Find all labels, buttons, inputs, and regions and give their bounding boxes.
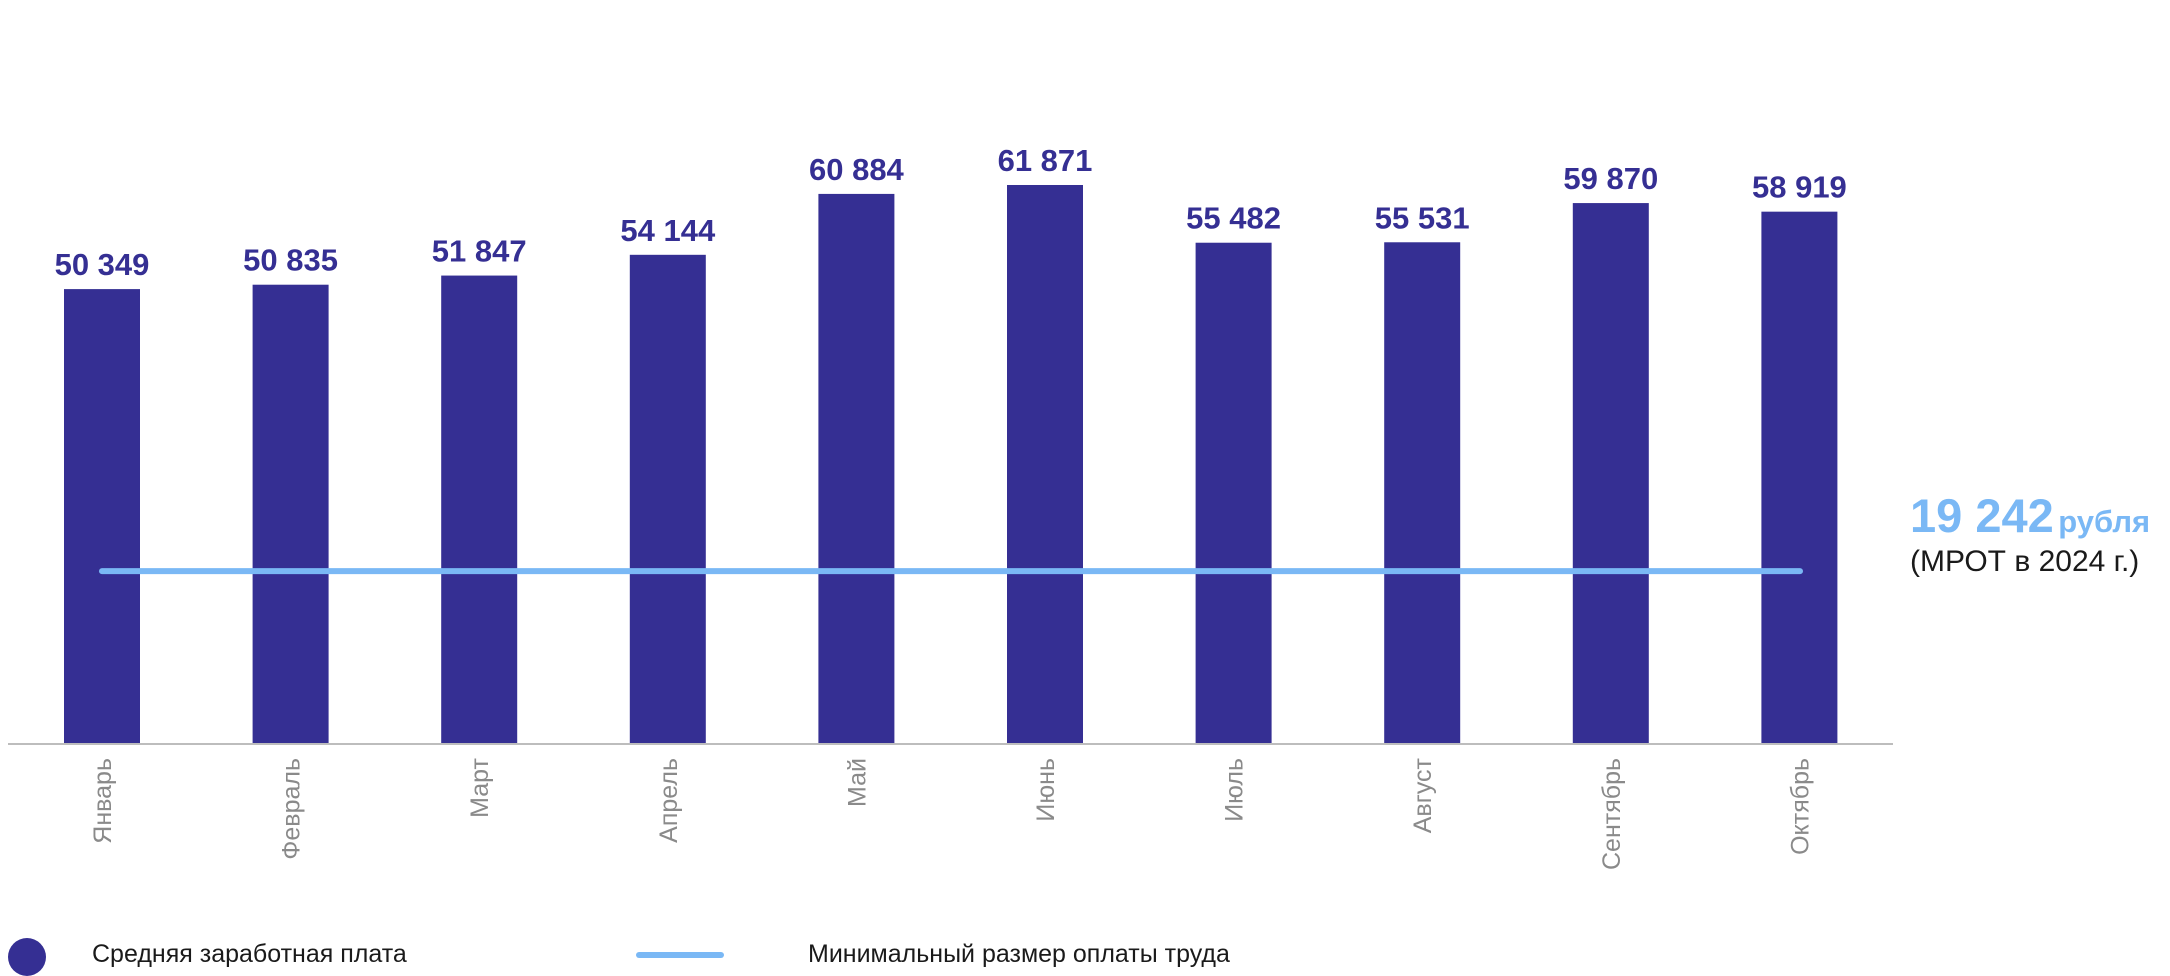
x-tick-label: Апрель [655, 758, 683, 843]
bar-value-label: 51 847 [432, 234, 527, 269]
bar-6 [1007, 184, 1083, 745]
bar-value-label: 50 349 [55, 247, 150, 282]
mrot-caption: (МРОТ в 2024 г.) [1910, 545, 2140, 578]
bar-value-label: 58 919 [1752, 170, 1847, 205]
bar-value-label: 59 870 [1563, 161, 1658, 196]
x-tick-label: Октябрь [1786, 758, 1814, 855]
x-tick-label: Май [843, 758, 871, 807]
bar-value-labels: 50 349 50 835 51 847 54 144 60 884 61 871 55 4… [55, 143, 1847, 282]
mrot-value-line: 19 242 рубля [1910, 488, 2168, 543]
bar-5 [818, 193, 895, 744]
salary-bar-chart: 50 349 50 835 51 847 54 144 60 884 61 871 55 4… [8, 143, 1893, 870]
x-tick-label: Июнь [1032, 758, 1060, 822]
x-tick-labels: Январь Февраль Март Апрель Май Июнь Июль Август… [89, 757, 1814, 870]
bar-10 [1761, 211, 1838, 744]
legend: Средняя заработная плата Минимальный раз… [0, 938, 2170, 976]
x-tick-label: Март [466, 757, 494, 817]
bar-8 [1384, 242, 1461, 745]
legend-mrot-label: Минимальный размер оплаты труда [808, 940, 1230, 968]
mrot-annotation: 19 242 рубля (МРОТ в 2024 г.) [1910, 488, 2168, 579]
bar-2 [252, 284, 329, 744]
bars-group [64, 184, 1838, 745]
mrot-unit: рубля [2058, 504, 2151, 539]
bar-value-label: 60 884 [809, 152, 905, 187]
bar-value-label: 55 482 [1186, 201, 1281, 236]
x-tick-label: Сентябрь [1598, 758, 1626, 870]
legend-salary-dot-icon [8, 938, 46, 976]
bar-9 [1572, 203, 1649, 744]
bar-value-label: 54 144 [620, 213, 716, 248]
bar-3 [441, 275, 518, 744]
mrot-value: 19 242 [1910, 489, 2054, 542]
legend-salary-label: Средняя заработная плата [92, 940, 407, 968]
x-tick-label: Февраль [278, 758, 306, 860]
x-tick-label: Август [1409, 757, 1437, 833]
bar-7 [1195, 242, 1272, 744]
bar-value-label: 55 531 [1375, 200, 1470, 235]
legend-mrot-line-icon [636, 952, 724, 958]
bar-value-label: 61 871 [998, 143, 1093, 178]
x-tick-label: Июль [1221, 758, 1249, 822]
bar-value-label: 50 835 [243, 243, 338, 278]
bar-1 [64, 289, 140, 744]
x-tick-label: Январь [89, 758, 117, 844]
bar-4 [629, 254, 706, 744]
